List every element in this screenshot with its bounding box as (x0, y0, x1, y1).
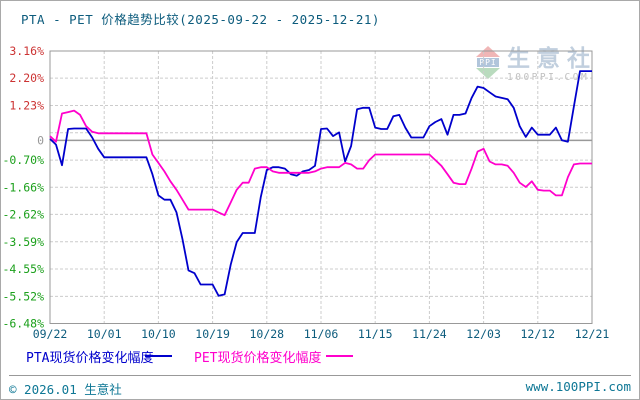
copyright-text: © 2026.01 生意社 (9, 382, 122, 397)
x-tick-label: 12/21 (575, 327, 610, 341)
footer: © 2026.01 生意社 www.100PPI.com (9, 375, 631, 398)
series-line-pta (49, 70, 592, 297)
legend-line-pta-icon (145, 355, 172, 357)
x-tick-label: 10/10 (141, 327, 176, 341)
x-tick-label: 12/12 (520, 327, 555, 341)
x-tick-label: 12/03 (466, 327, 501, 341)
legend-line-pet-icon (326, 355, 353, 357)
y-tick-label: 0 (37, 133, 44, 147)
x-tick-label: 10/01 (87, 327, 122, 341)
chart-title: PTA - PET 价格趋势比较(2025-09-22 - 2025-12-21… (21, 12, 380, 27)
legend-label-pet: PET现货价格变化幅度 (194, 351, 322, 366)
y-tick-label: 2.20% (9, 71, 44, 85)
watermark-site-name: 生意社 (507, 46, 597, 72)
watermark-site-url: 100PPI.COM (507, 72, 590, 83)
website-url: www.100PPI.com (525, 379, 631, 394)
logo-ppi-text: PPI (477, 58, 499, 67)
y-tick-label: -1.66% (2, 180, 44, 194)
x-tick-label: 09/22 (33, 327, 68, 341)
y-tick-label: -3.59% (2, 235, 44, 249)
y-tick-label: 1.23% (9, 99, 44, 113)
legend: PTA现货价格变化幅度 PET现货价格变化幅度 (1, 347, 639, 366)
y-tick-label: -0.70% (2, 153, 44, 167)
x-tick-label: 10/28 (249, 327, 284, 341)
x-tick-label: 11/06 (304, 327, 339, 341)
x-tick-label: 11/15 (358, 327, 393, 341)
y-tick-label: -6.48% (2, 317, 44, 331)
x-tick-label: 10/19 (195, 327, 230, 341)
x-tick-label: 11/24 (412, 327, 447, 341)
y-tick-label: -5.52% (2, 289, 44, 303)
logo-triangle-down-icon (476, 68, 500, 79)
plot-frame (49, 50, 593, 324)
y-tick-label: -4.55% (2, 262, 44, 276)
legend-label-pta: PTA现货价格变化幅度 (26, 351, 154, 366)
series-line-pet (49, 109, 592, 217)
y-tick-label: 3.16% (9, 44, 44, 58)
y-tick-label: -2.62% (2, 207, 44, 221)
